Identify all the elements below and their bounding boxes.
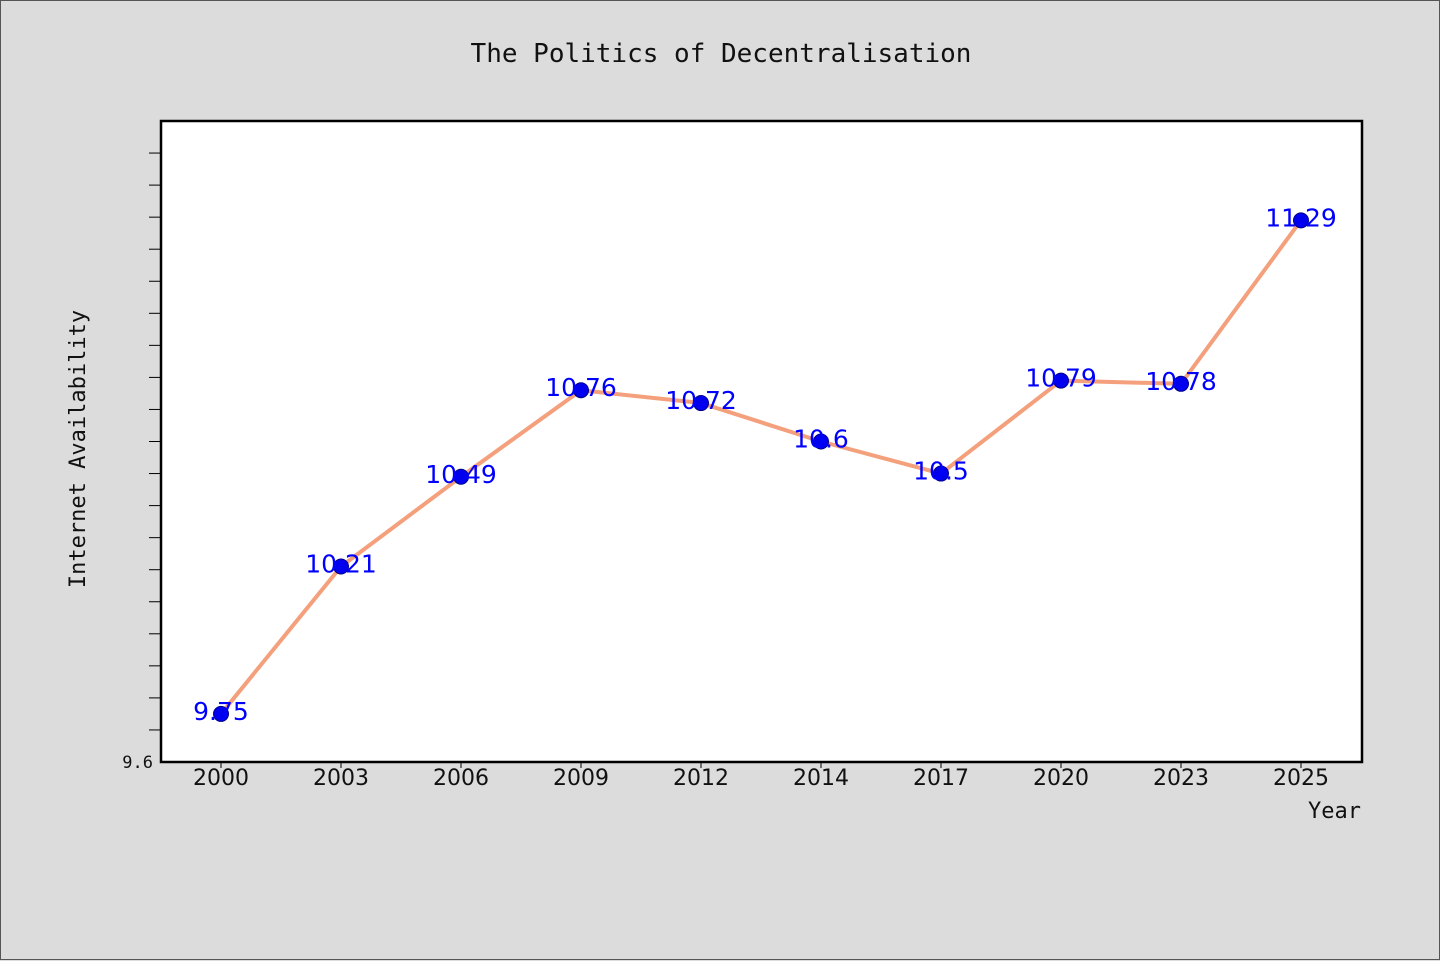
y-tick-label: 9.6 [122,753,153,773]
data-point [333,558,349,575]
x-tick-label: 2020 [1033,766,1089,791]
data-label: 9.75 [193,697,249,726]
x-tick-label: 2023 [1153,766,1209,791]
data-label: 10.72 [665,386,737,415]
x-tick-label: 2017 [913,766,969,791]
data-point [213,705,229,722]
x-tick-label: 2012 [673,766,729,791]
data-label: 10.76 [545,373,617,402]
data-point [1173,375,1189,392]
data-label: 11.29 [1265,203,1337,232]
data-point [1293,212,1309,229]
data-label: 10.5 [913,457,969,486]
x-tick-label: 2014 [793,766,849,791]
y-axis-ticks: 9.6 [122,152,161,773]
data-label: 10.78 [1145,367,1217,396]
x-axis-label: Year [1308,799,1361,824]
data-point [813,433,829,450]
x-tick-label: 2025 [1273,766,1329,791]
data-point [453,468,469,485]
data-label: 10.79 [1025,364,1097,393]
plot-area [159,119,1364,764]
data-label: 10.21 [305,549,377,578]
data-point [1053,372,1069,389]
data-labels: 9.75 10.21 10.49 10.76 10.72 10.6 10.5 10.79 10.… [193,203,1337,726]
data-point [693,395,709,412]
x-tick-label: 2009 [553,766,609,791]
y-axis-label: Internet Availability [66,310,91,588]
series-line [219,219,1303,716]
chart-title: The Politics of Decentralisation [471,39,972,69]
x-tick-label: 2006 [433,766,489,791]
data-label: 10.49 [425,460,497,489]
x-axis-tick-labels: 2000 2003 2006 2009 2012 2014 2017 2020 2023 2025 [193,762,1329,791]
data-point [573,382,589,399]
x-tick-label: 2003 [313,766,369,791]
series-group [213,212,1309,722]
data-point [933,465,949,482]
x-tick-label: 2000 [193,766,249,791]
data-label: 10.6 [793,425,849,454]
